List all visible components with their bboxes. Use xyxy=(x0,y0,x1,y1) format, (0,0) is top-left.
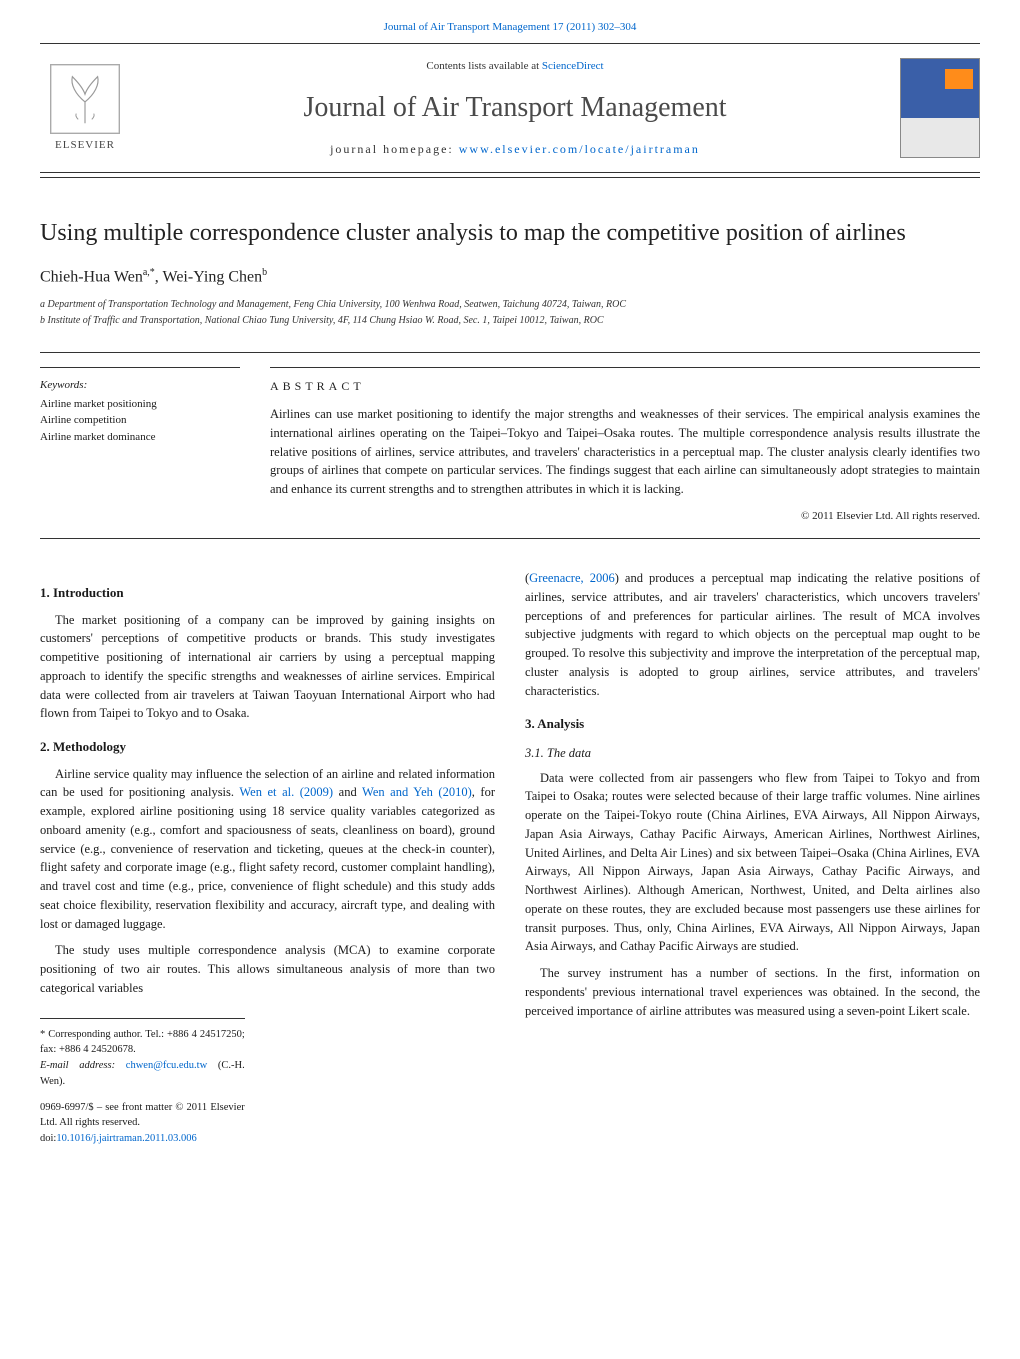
authors: Chieh-Hua Wena,*, Wei-Ying Chenb xyxy=(40,266,980,289)
section-2-p2: The study uses multiple correspondence a… xyxy=(40,941,495,997)
keywords-heading: Keywords: xyxy=(40,378,240,393)
homepage-line: journal homepage: www.elsevier.com/locat… xyxy=(130,141,900,158)
email-line: E-mail address: chwen@fcu.edu.tw (C.-H. … xyxy=(40,1058,245,1090)
author-2: , Wei-Ying Chen xyxy=(155,268,262,285)
masthead: ELSEVIER Contents lists available at Sci… xyxy=(40,48,980,168)
publisher-word: ELSEVIER xyxy=(55,138,115,153)
abstract-text: Airlines can use market positioning to i… xyxy=(270,405,980,499)
elsevier-tree-icon xyxy=(50,64,120,134)
journal-title: Journal of Air Transport Management xyxy=(130,88,900,127)
section-1-heading: 1. Introduction xyxy=(40,583,495,603)
keyword-3: Airline market dominance xyxy=(40,429,240,446)
article-body: 1. Introduction The market positioning o… xyxy=(40,569,980,1147)
section-2-heading: 2. Methodology xyxy=(40,737,495,757)
section-2-p1: Airline service quality may influence th… xyxy=(40,765,495,934)
corresponding-author-footnote: * Corresponding author. Tel.: +886 4 245… xyxy=(40,1018,245,1090)
section-3-1-p2: The survey instrument has a number of se… xyxy=(525,964,980,1020)
keyword-2: Airline competition xyxy=(40,412,240,429)
corr-line: * Corresponding author. Tel.: +886 4 245… xyxy=(40,1027,245,1059)
section-3-heading: 3. Analysis xyxy=(525,714,980,734)
masthead-center: Contents lists available at ScienceDirec… xyxy=(130,59,900,158)
issn-line: 0969-6997/$ – see front matter © 2011 El… xyxy=(40,1100,245,1132)
email-label: E-mail address: xyxy=(40,1060,126,1071)
article-title: Using multiple correspondence cluster an… xyxy=(40,218,980,249)
s2p1-text-b: and xyxy=(333,785,362,799)
author-1: Chieh-Hua Wen xyxy=(40,268,143,285)
doi-line: doi:10.1016/j.jairtraman.2011.03.006 xyxy=(40,1131,245,1147)
keywords-column: Keywords: Airline market positioning Air… xyxy=(40,367,240,524)
doi-link[interactable]: 10.1016/j.jairtraman.2011.03.006 xyxy=(56,1133,196,1144)
rule-mid1 xyxy=(40,172,980,173)
section-3-1-heading: 3.1. The data xyxy=(525,744,980,763)
email-link[interactable]: chwen@fcu.edu.tw xyxy=(126,1060,207,1071)
author-1-sup: a,* xyxy=(143,267,155,278)
citation-link[interactable]: Journal of Air Transport Management 17 (… xyxy=(384,21,637,33)
contents-prefix: Contents lists available at xyxy=(426,60,541,72)
rule-top xyxy=(40,43,980,44)
abstract-heading: ABSTRACT xyxy=(270,378,980,395)
doi-block: 0969-6997/$ – see front matter © 2011 El… xyxy=(40,1100,245,1147)
affiliation-a: a Department of Transportation Technolog… xyxy=(40,298,980,312)
homepage-prefix: journal homepage: xyxy=(330,142,459,156)
s2cont-rest: ) and produces a perceptual map indicati… xyxy=(525,571,980,698)
doi-prefix: doi: xyxy=(40,1133,56,1144)
ref-wen-2009-link[interactable]: Wen et al. (2009) xyxy=(239,785,333,799)
abstract-copyright: © 2011 Elsevier Ltd. All rights reserved… xyxy=(270,509,980,524)
abstract-block: Keywords: Airline market positioning Air… xyxy=(40,352,980,539)
citation-header: Journal of Air Transport Management 17 (… xyxy=(40,20,980,35)
ref-greenacre-2006-link[interactable]: Greenacre, 2006 xyxy=(529,571,615,585)
s2p1-text-c: , for example, explored airline position… xyxy=(40,785,495,930)
abstract-column: ABSTRACT Airlines can use market positio… xyxy=(270,367,980,524)
publisher-logo: ELSEVIER xyxy=(40,58,130,158)
author-2-sup: b xyxy=(262,267,267,278)
section-2-cont: (Greenacre, 2006) and produces a percept… xyxy=(525,569,980,700)
journal-cover-thumbnail xyxy=(900,58,980,158)
sciencedirect-link[interactable]: ScienceDirect xyxy=(542,60,604,72)
keyword-1: Airline market positioning xyxy=(40,396,240,413)
contents-line: Contents lists available at ScienceDirec… xyxy=(130,59,900,74)
section-3-1-p1: Data were collected from air passengers … xyxy=(525,769,980,957)
section-1-p1: The market positioning of a company can … xyxy=(40,611,495,724)
affiliation-b: b Institute of Traffic and Transportatio… xyxy=(40,314,980,328)
ref-wen-yeh-2010-link[interactable]: Wen and Yeh (2010) xyxy=(362,785,472,799)
rule-mid2 xyxy=(40,177,980,178)
affiliations: a Department of Transportation Technolog… xyxy=(40,298,980,328)
homepage-link[interactable]: www.elsevier.com/locate/jairtraman xyxy=(459,142,700,156)
